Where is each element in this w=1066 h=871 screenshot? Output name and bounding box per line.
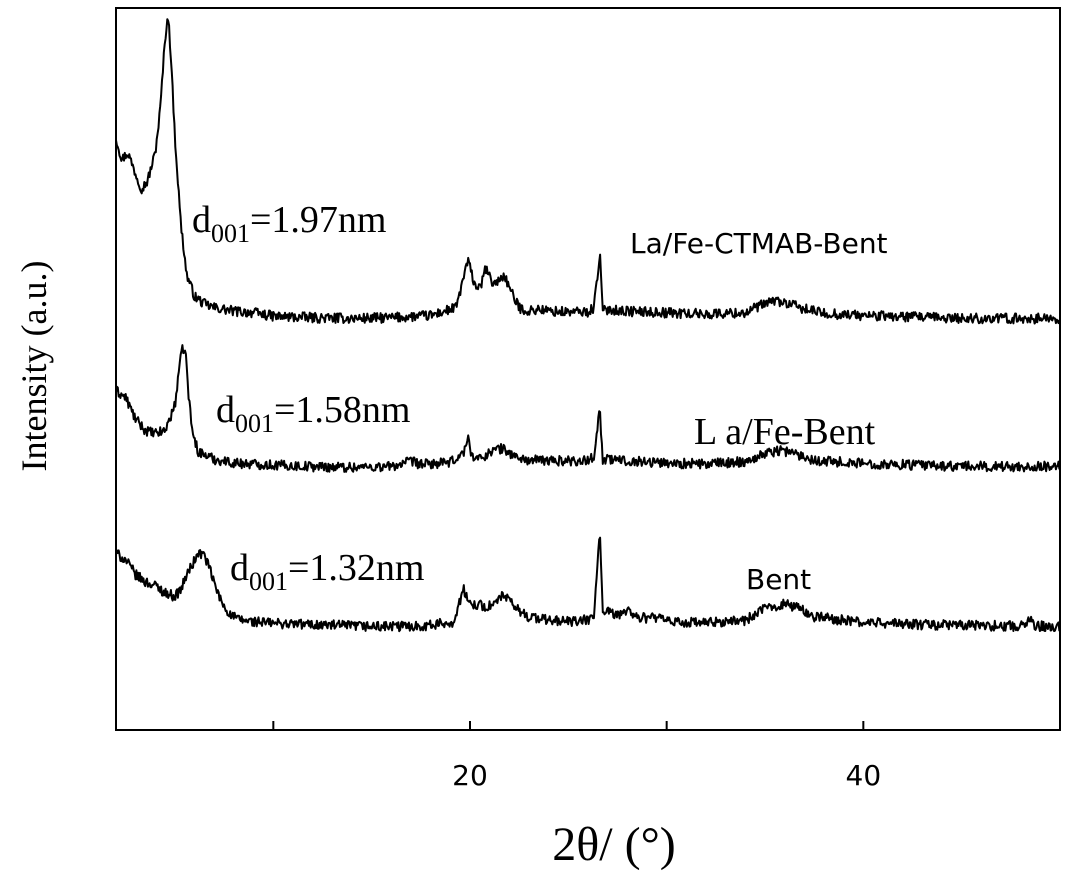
series-curves bbox=[116, 19, 1059, 631]
d-spacing-label-2: d001=1.58nm bbox=[216, 389, 411, 438]
curve-label-bent: Bent bbox=[746, 563, 811, 596]
d-spacing-label-1: d001=1.97nm bbox=[192, 199, 387, 248]
x-axis-label: 2θ/ (°) bbox=[552, 818, 676, 871]
x-tick-labels: 2040 bbox=[452, 759, 881, 792]
x-tick-label: 40 bbox=[846, 759, 882, 792]
curve-label-la-fe-ctmab-bent: La/Fe-CTMAB-Bent bbox=[630, 227, 888, 260]
series-line-la-fe-ctmab-bent bbox=[116, 19, 1059, 323]
y-axis-label: Intensity (a.u.) bbox=[14, 261, 54, 472]
curve-label-la-fe-bent: L a/Fe-Bent bbox=[694, 411, 876, 453]
x-tick-label: 20 bbox=[452, 759, 488, 792]
x-ticks bbox=[273, 721, 863, 730]
d-spacing-label-3: d001=1.32nm bbox=[230, 547, 425, 596]
